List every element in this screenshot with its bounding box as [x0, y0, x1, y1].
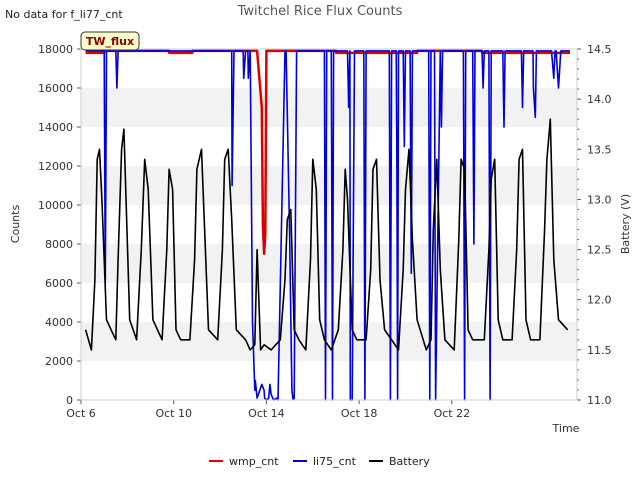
x-tick-label: Oct 22	[434, 407, 471, 420]
y2-tick-label: 12.0	[587, 294, 612, 307]
y-axis-right: 11.0 11.5 12.0 12.5 13.0 13.5 14.0 14.5	[577, 43, 612, 407]
y2-tick-label: 12.5	[587, 244, 612, 257]
series-line-Battery	[84, 118, 569, 351]
y2-tick-label: 13.0	[587, 193, 612, 206]
y-tick-label: 16000	[38, 82, 73, 95]
y-tick-label: 18000	[38, 43, 73, 56]
no-data-note: No data for f_li77_cnt	[5, 8, 123, 21]
y-axis-title: Counts	[9, 205, 22, 244]
y-tick-label: 10000	[38, 199, 73, 212]
plot-series	[84, 49, 570, 401]
y2-tick-label: 11.5	[587, 344, 612, 357]
site-label: TW_flux	[86, 35, 134, 48]
y-tick-label: 2000	[45, 355, 73, 368]
y-tick-label: 12000	[38, 160, 73, 173]
y2-tick-label: 14.0	[587, 93, 612, 106]
chart-title: Twitchel Rice Flux Counts	[237, 4, 403, 19]
x-tick-label: Oct 10	[155, 407, 192, 420]
legend-label-battery: Battery	[389, 455, 430, 468]
y-tick-label: 4000	[45, 316, 73, 329]
y-axis-left: 0 2000 4000 6000 8000 10000 12000 14000 16000 180…	[38, 43, 81, 407]
y2-tick-label: 14.5	[587, 43, 612, 56]
plot-frame	[80, 48, 578, 401]
x-tick-label: Oct 14	[248, 407, 285, 420]
series-line-li75-cnt	[85, 50, 570, 401]
legend-label-wmp: wmp_cnt	[229, 455, 279, 468]
y-tick-label: 14000	[38, 121, 73, 134]
x-axis: Oct 6 Oct 10 Oct 14 Oct 18 Oct 22	[66, 400, 470, 420]
y2-axis-title: Battery (V)	[619, 194, 632, 254]
grid-band	[81, 244, 577, 283]
y2-tick-label: 11.0	[587, 394, 612, 407]
x-tick-label: Oct 18	[341, 407, 378, 420]
y-tick-label: 6000	[45, 277, 73, 290]
y-tick-label: 0	[66, 394, 73, 407]
x-axis-title: Time	[552, 422, 580, 435]
legend: wmp_cnt li75_cnt Battery	[209, 455, 430, 468]
legend-label-li75: li75_cnt	[313, 455, 357, 468]
x-tick-label: Oct 6	[66, 407, 96, 420]
grid-band	[81, 322, 577, 361]
grid-bands	[81, 88, 577, 361]
y2-tick-label: 13.5	[587, 143, 612, 156]
series-line-wmp-cnt	[85, 49, 570, 256]
grid-band	[81, 88, 577, 127]
site-label-background	[80, 31, 140, 51]
grid-band	[81, 166, 577, 205]
y-tick-label: 8000	[45, 238, 73, 251]
site-label-box: TW_flux	[80, 31, 140, 51]
